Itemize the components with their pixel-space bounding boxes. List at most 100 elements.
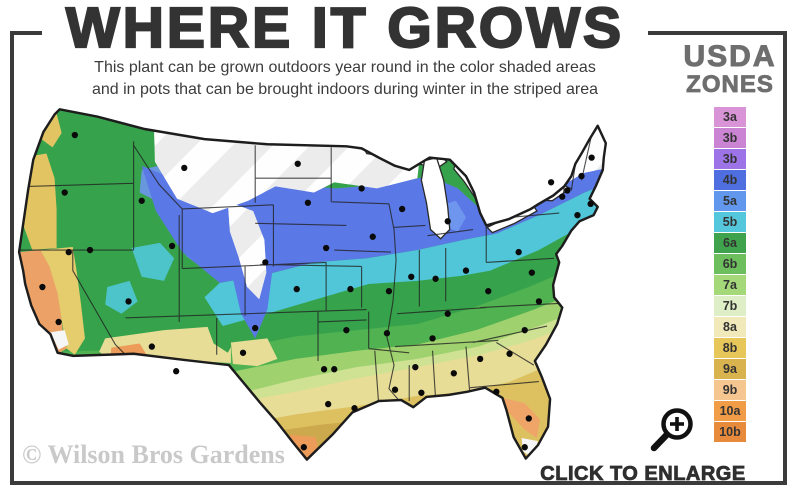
city-dot [369, 233, 376, 240]
city-dot [574, 211, 581, 219]
legend-zone-label: 5a [723, 194, 737, 208]
legend-zone-chip: 8b [714, 338, 746, 358]
city-dot [304, 199, 312, 206]
city-dot [168, 242, 176, 250]
city-dot [181, 164, 188, 172]
city-dot [61, 189, 68, 196]
city-dot [331, 366, 338, 373]
city-dot [383, 330, 391, 337]
city-dot [578, 172, 585, 180]
legend-zone-chip: 10a [714, 401, 746, 421]
legend-zone-chip: 9b [714, 380, 746, 400]
city-dot [462, 267, 470, 274]
city-dot [351, 405, 358, 412]
subtitle-line-1: This plant can be grown outdoors year ro… [94, 59, 596, 76]
city-dot [429, 335, 436, 342]
legend-zone-chip: 7b [714, 296, 746, 316]
city-dot [65, 248, 72, 256]
city-dot [450, 370, 457, 377]
city-dot [547, 179, 555, 186]
city-dot [535, 298, 543, 305]
city-dot [385, 287, 393, 295]
state-borders [19, 134, 593, 407]
city-dot [412, 363, 419, 371]
header: WHERE IT GROWS This plant can be grown o… [42, 0, 648, 104]
legend-zone-label: 7b [722, 299, 738, 313]
city-dot [239, 349, 247, 356]
city-dot [343, 326, 350, 334]
city-dot [148, 343, 155, 350]
city-dot [138, 197, 145, 204]
city-dot [320, 366, 328, 373]
legend-zone-label: 7a [723, 278, 737, 292]
legend-zone-chip: 5b [714, 212, 746, 232]
legend-zone-label: 6b [722, 257, 738, 271]
city-dot [398, 205, 406, 213]
usda-zone-map[interactable] [12, 96, 620, 476]
click-to-enlarge[interactable]: CLICK TO ENLARGE [528, 404, 758, 486]
watermark: © Wilson Bros Gardens [22, 440, 285, 469]
city-dot [408, 273, 415, 280]
city-dot [262, 259, 269, 266]
city-dot [39, 283, 46, 291]
page-title: WHERE IT GROWS [65, 0, 625, 60]
city-dot [493, 388, 500, 395]
legend-zone-chip: 6b [714, 254, 746, 274]
legend-zone-label: 8b [722, 341, 738, 355]
city-dot [300, 444, 307, 451]
city-dot [587, 200, 594, 208]
city-dot [521, 326, 528, 334]
legend-zone-chip: 9a [714, 359, 746, 379]
legend-zone-chip: 4b [714, 170, 746, 190]
city-dot [391, 386, 399, 393]
city-dot [55, 318, 62, 326]
legend-zone-label: 3b [722, 152, 738, 166]
city-dot [325, 400, 332, 408]
city-dot [528, 269, 535, 276]
city-dot [515, 248, 522, 256]
city-dot [506, 350, 513, 357]
city-dots-layer [39, 131, 595, 451]
legend-zone-label: 10b [719, 425, 741, 439]
legend-zone-label: 4b [722, 173, 738, 187]
city-dot [252, 324, 259, 332]
legend-zone-label: 10a [719, 404, 741, 418]
city-dot [521, 444, 528, 451]
legend-zone-chip: 3b [714, 128, 746, 148]
legend-zone-chip: 3a [714, 107, 746, 127]
legend-zone-label: 3a [723, 110, 737, 124]
city-dot [293, 285, 300, 293]
legend-zone-chip: 10b [714, 422, 746, 442]
city-dot [322, 244, 330, 252]
legend-title-line-2: ZONES [686, 71, 774, 98]
city-dot [86, 246, 94, 254]
magnifier-plus-icon[interactable] [646, 404, 700, 456]
city-dot [444, 310, 451, 317]
click-to-enlarge-label[interactable]: CLICK TO ENLARGE [540, 463, 746, 486]
legend-zone-label: 6a [723, 236, 737, 250]
city-dot [564, 187, 571, 194]
city-dot [358, 185, 365, 192]
legend-title-line-1: USDA [683, 40, 777, 73]
city-dot [173, 368, 180, 375]
legend-zone-label: 3b [722, 131, 738, 145]
city-dot [347, 285, 354, 293]
city-dot [418, 389, 425, 396]
city-dot [477, 355, 484, 363]
legend-zone-chip: 3b [714, 149, 746, 169]
city-dot [559, 193, 566, 200]
city-dot [444, 218, 451, 225]
city-dot [485, 287, 492, 295]
city-dot [294, 160, 301, 167]
city-dot [432, 275, 439, 282]
legend-zone-chip: 7a [714, 275, 746, 295]
legend-zone-label: 9a [723, 362, 737, 376]
legend-zone-chip: 8a [714, 317, 746, 337]
city-dot [125, 298, 132, 305]
city-dot [71, 131, 78, 139]
usda-zones-legend-title: USDA ZONES [664, 40, 796, 98]
city-dot [588, 154, 595, 161]
legend-zone-chip: 6a [714, 233, 746, 253]
legend-zone-chip: 5a [714, 191, 746, 211]
legend-zone-label: 8a [723, 320, 737, 334]
